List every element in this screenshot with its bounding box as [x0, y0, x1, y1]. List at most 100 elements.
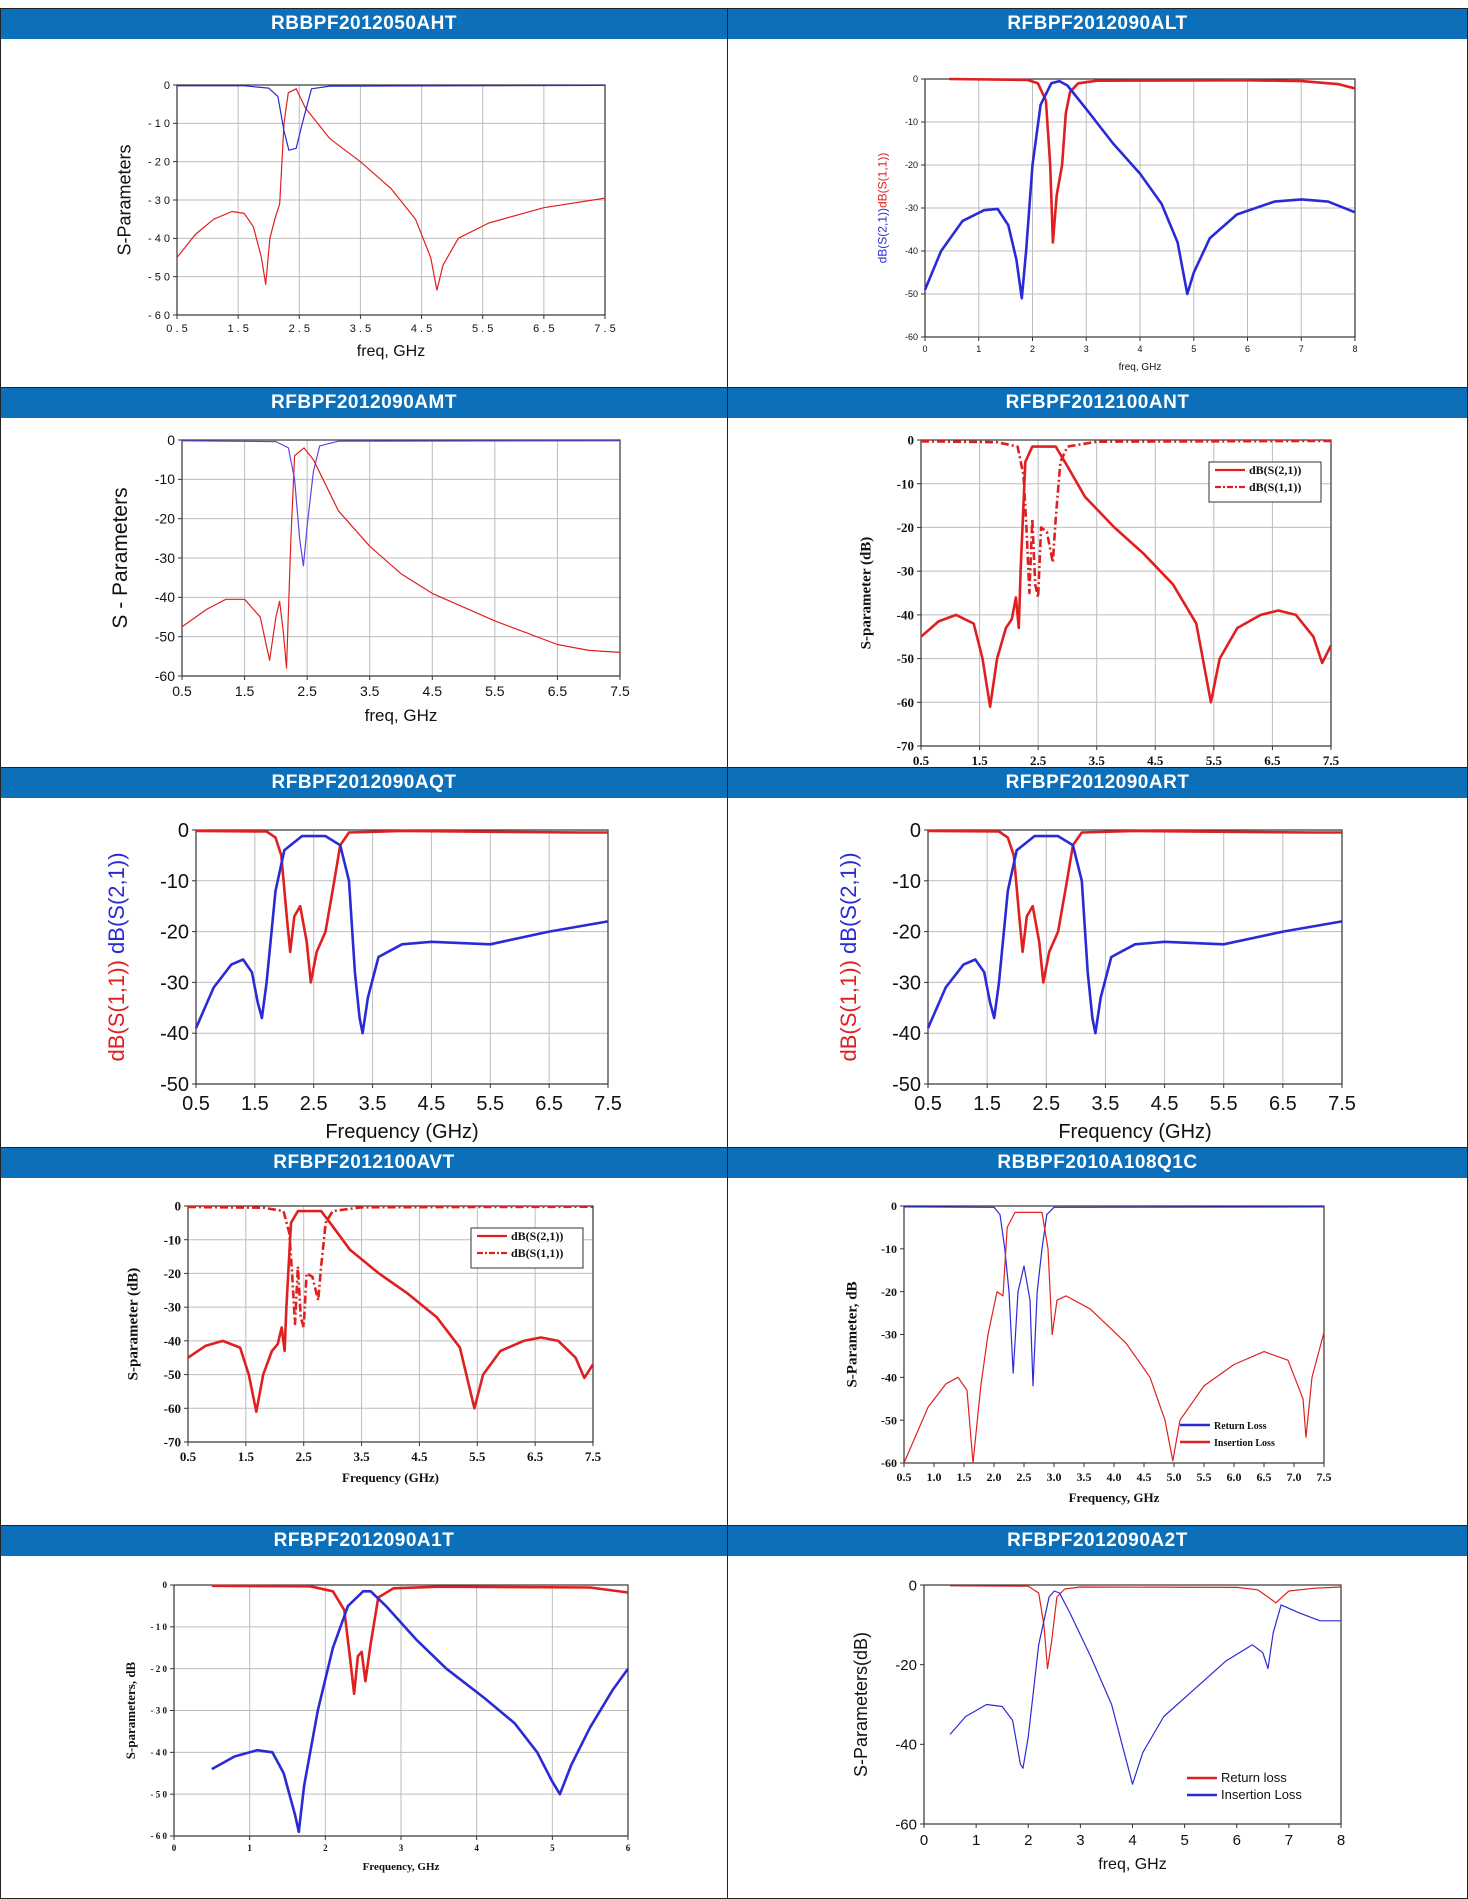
series-line	[923, 79, 1356, 300]
series-line	[949, 1590, 1341, 1785]
y-axis-label: S-parameters, dB	[123, 1661, 138, 1759]
x-tick-label: 0	[922, 344, 927, 354]
y-tick-label: - 6 0	[151, 1831, 168, 1841]
y-tick-label: -60	[881, 1456, 897, 1470]
panel-title: RFBPF2012090A2T	[728, 1526, 1467, 1556]
y-axis-label-part: dB(S(2,1))	[104, 852, 129, 960]
series-line	[187, 1209, 595, 1413]
panel-rfbpf2012090amt: RFBPF2012090AMT 0.5 1.5 2.5 3.5 4.5 5.5 6.5 7.5 0…	[0, 387, 728, 768]
x-axis-label: freq, GHz	[357, 343, 425, 360]
y-tick-label: -40	[155, 589, 175, 605]
s-parameter-chart: 0.5 1.5 2.5 3.5 4.5 5.5 6.5 7.5 0 -10 -20 -30 -40 -50…	[859, 433, 1340, 768]
x-tick-label: 6.0	[1227, 1470, 1242, 1484]
y-axis-label: S-Parameter, dB	[844, 1281, 860, 1387]
y-tick-label: - 2 0	[148, 157, 170, 169]
x-tick-label: 8	[1337, 1832, 1345, 1849]
panel-title: RBBPF2012050AHT	[1, 9, 727, 39]
x-tick-label: 4	[1137, 344, 1142, 354]
y-tick-label: -20	[897, 520, 914, 535]
x-tick-label: 2.5	[296, 1449, 313, 1464]
legend-entry: dB(S(2,1))	[511, 1229, 563, 1243]
y-axis-label: S - Parameters	[109, 487, 132, 628]
x-tick-label: 7.5	[1323, 753, 1340, 768]
y-tick-label: -30	[164, 1300, 181, 1315]
x-tick-label: 0.5	[913, 753, 930, 768]
y-tick-label: - 6 0	[148, 310, 170, 322]
x-tick-label: 1 . 5	[227, 323, 248, 335]
x-tick-label: 6.5	[535, 1093, 563, 1115]
series-line	[903, 1211, 1325, 1464]
y-tick-label: -50	[164, 1367, 181, 1382]
x-tick-label: 4	[1128, 1832, 1136, 1849]
plot-frame	[195, 829, 609, 1085]
panel-rfbpf2012100ant: RFBPF2012100ANT 0.5 1.5 2.5 3.5 4.5 5.5 6.5 7.5 0…	[727, 387, 1468, 768]
x-tick-label: 4.5	[411, 1449, 428, 1464]
y-axis-label: S-parameter (dB)	[126, 1268, 142, 1381]
x-tick-label: 5.5	[1210, 1093, 1238, 1115]
x-tick-label: 1.5	[238, 1449, 255, 1464]
y-tick-label: - 2 0	[151, 1664, 168, 1674]
y-tick-label: - 4 0	[151, 1747, 168, 1757]
s-parameter-chart: 0 1 2 3 4 5 6 7 8 0 -10 -20 -30 -40 -50 -60 freq, GHz dB(…	[876, 74, 1358, 373]
panel-title: RFBPF2012090A1T	[1, 1526, 727, 1556]
x-tick-label: 3.0	[1047, 1470, 1062, 1484]
y-tick-label: -40	[897, 607, 914, 622]
x-tick-label: 7.5	[1328, 1093, 1356, 1115]
y-tick-label: -50	[160, 1074, 189, 1096]
x-tick-label: 5.0	[1167, 1470, 1182, 1484]
x-tick-label: 3.5	[1089, 753, 1106, 768]
x-axis-label: freq, GHz	[365, 706, 438, 725]
x-tick-label: 2	[323, 1843, 328, 1853]
y-tick-label: 0	[167, 432, 175, 448]
y-axis-label: S-Parameters(dB)	[851, 1632, 871, 1777]
y-tick-label: - 3 0	[151, 1706, 168, 1716]
x-tick-label: 1	[247, 1843, 252, 1853]
x-tick-label: 0.5	[182, 1093, 210, 1115]
legend-entry: dB(S(1,1))	[511, 1246, 563, 1260]
y-tick-label: -70	[897, 739, 914, 754]
x-tick-label: 2 . 5	[289, 323, 310, 335]
x-tick-label: 7	[1285, 1832, 1293, 1849]
x-tick-label: 7.5	[610, 683, 630, 699]
panel-rfbpf2012090aqt: RFBPF2012090AQT 0.5 1.5 2.5 3.5 4.5 5.5 6.5 7.5 0…	[0, 767, 728, 1148]
legend-box	[470, 1227, 584, 1269]
y-tick-label: -20	[895, 1657, 917, 1674]
y-tick-label: -40	[164, 1333, 181, 1348]
y-tick-label: -10	[897, 476, 914, 491]
y-tick-label: -20	[905, 160, 918, 170]
panel-rfbpf2012100avt: RFBPF2012100AVT 0.5 1.5 2.5 3.5 4.5 5.5 6.5 7.5 0…	[0, 1147, 728, 1526]
y-tick-label: -60	[155, 668, 175, 684]
y-tick-label: -40	[892, 1023, 921, 1045]
x-tick-label: 3.5	[1092, 1093, 1120, 1115]
y-tick-label: -20	[881, 1285, 897, 1299]
x-tick-label: 6	[1233, 1832, 1241, 1849]
series-line	[927, 829, 1342, 984]
y-tick-label: -60	[895, 1816, 917, 1833]
y-axis-label-part: dB(S(1,1))	[876, 153, 890, 208]
x-tick-label: 0	[172, 1843, 177, 1853]
y-tick-label: -10	[905, 117, 918, 127]
y-tick-label: -30	[892, 972, 921, 994]
x-tick-label: 7.0	[1287, 1470, 1302, 1484]
y-tick-label: 0	[909, 1577, 917, 1594]
y-tick-label: -60	[897, 695, 914, 710]
panel-title: RFBPF2012090ALT	[728, 9, 1467, 39]
x-tick-label: 8	[1352, 344, 1357, 354]
panel-rbbpf2010a108q1c: RBBPF2010A108Q1C 0.5 1.0 1.5 2.0 2.5 3.0 3.5 4.0…	[727, 1147, 1468, 1526]
s-parameter-chart: 0.5 1.5 2.5 3.5 4.5 5.5 6.5 7.5 0 -10 -20 -30 -40 -50…	[104, 820, 622, 1143]
y-tick-label: 0	[164, 80, 170, 92]
legend-entry: dB(S(1,1))	[1249, 480, 1301, 494]
y-tick-label: -30	[160, 972, 189, 994]
x-tick-label: 3	[399, 1843, 404, 1853]
y-tick-label: -40	[160, 1023, 189, 1045]
y-axis-label: dB(S(1,1)) dB(S(2,1))	[836, 852, 861, 1061]
y-tick-label: -10	[892, 871, 921, 893]
series-line	[903, 1206, 1325, 1387]
x-tick-label: 2.5	[300, 1093, 328, 1115]
y-tick-label: 0	[908, 433, 915, 448]
x-tick-label: 3	[1076, 1832, 1084, 1849]
x-axis-label: freq, GHz	[1098, 1856, 1166, 1873]
x-tick-label: 3.5	[359, 1093, 387, 1115]
legend-entry: dB(S(2,1))	[1249, 463, 1301, 477]
series-line	[211, 1590, 630, 1834]
